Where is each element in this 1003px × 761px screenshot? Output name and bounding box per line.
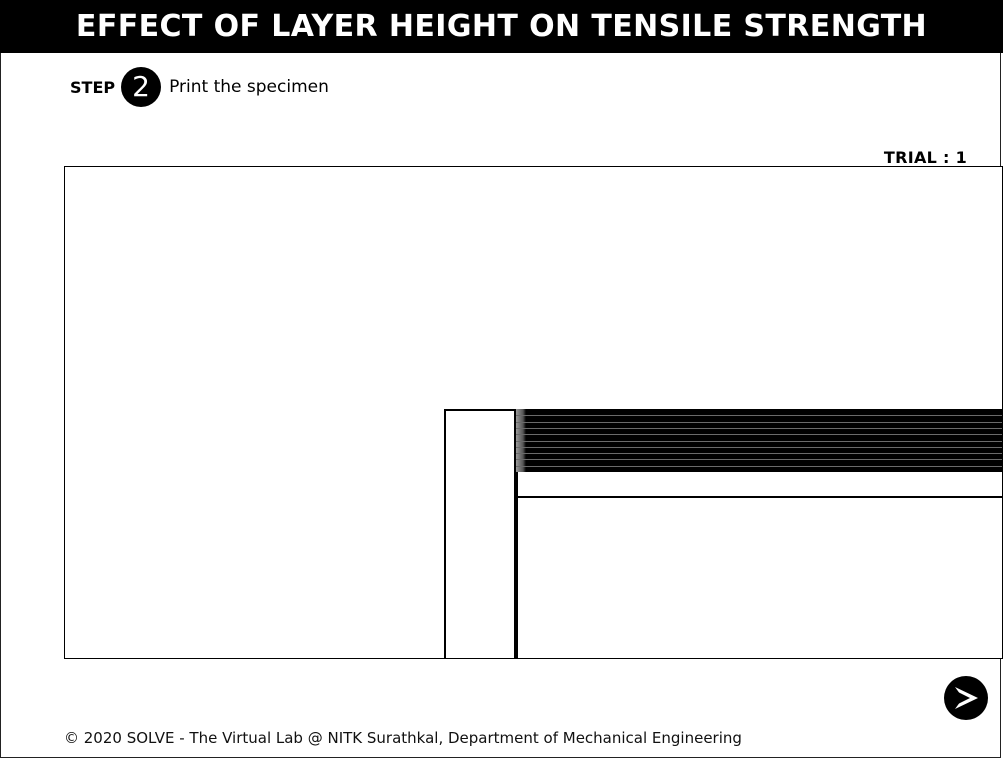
layer-separator (516, 422, 1002, 423)
title-bar: EFFECT OF LAYER HEIGHT ON TENSILE STRENG… (0, 0, 1003, 53)
printed-layers (516, 409, 1002, 472)
printer-base (516, 498, 1002, 658)
layer-separator (516, 459, 1002, 460)
layer-separator (516, 428, 1002, 429)
layer-separator (516, 447, 1002, 448)
layer-edge-shading (516, 409, 526, 472)
page-title: EFFECT OF LAYER HEIGHT ON TENSILE STRENG… (75, 9, 928, 44)
print-bed (516, 472, 1002, 498)
step-label: STEP (70, 77, 116, 97)
step-indicator: STEP 2 Print the specimen (70, 67, 329, 107)
layer-separator (516, 453, 1002, 454)
printer-column (444, 409, 516, 658)
step-instruction: Print the specimen (169, 77, 329, 97)
footer-copyright: © 2020 SOLVE - The Virtual Lab @ NITK Su… (64, 729, 742, 747)
layer-separator (516, 466, 1002, 467)
layer-separator (516, 434, 1002, 435)
next-arrow-icon (955, 687, 978, 709)
trial-counter: TRIAL : 1 (883, 148, 967, 167)
layer-separator (516, 441, 1002, 442)
next-button[interactable] (944, 676, 988, 720)
layer-separator (516, 415, 1002, 416)
printer-stage (64, 166, 1003, 659)
step-number-badge: 2 (121, 67, 162, 107)
